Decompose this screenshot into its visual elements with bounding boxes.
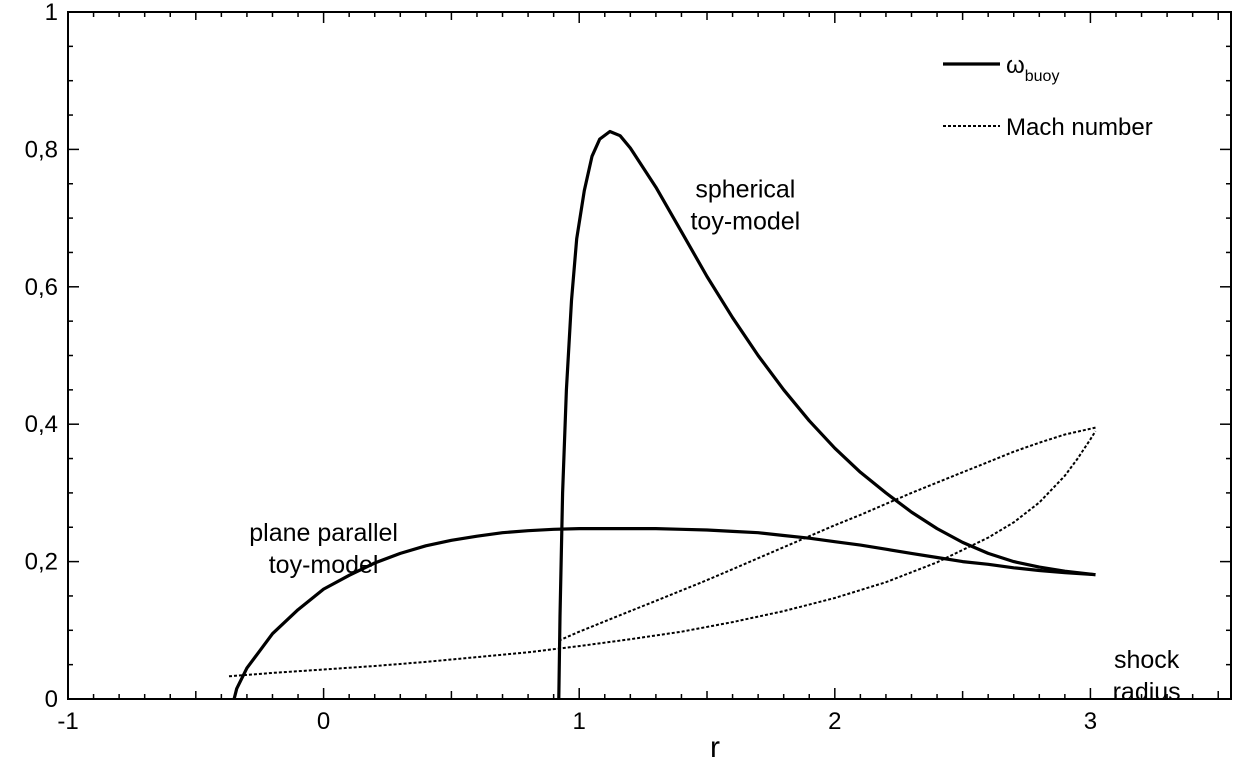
y-tick-label: 0,8 [25,136,58,163]
y-tick-label: 0 [45,686,58,713]
x-tick-label: 3 [1084,708,1097,735]
annotation-plane: plane parallel [249,519,398,547]
legend: ωbuoy Mach number [943,52,1153,141]
tick-labels: -1 0 1 2 300,20,40,60,81 [25,0,1097,735]
x-tick-label: 0 [317,708,330,735]
y-tick-label: 1 [45,0,58,26]
annotation-spherical: spherical [695,175,795,203]
annotation-spherical: toy-model [690,207,800,235]
tick-marks [67,11,1231,700]
legend-label-buoy: ωbuoy [1006,52,1059,85]
series-group [228,129,1097,700]
x-tick-label: -1 [57,708,78,735]
x-axis-title: r [710,731,720,763]
legend-label-mach: Mach number [1006,114,1153,141]
series-line-buoy-spherical [557,129,1096,700]
y-tick-label: 0,2 [25,549,58,576]
x-tick-label: 1 [573,708,586,735]
series-line-buoy-plane-parallel [232,527,1096,700]
y-tick-label: 0,4 [25,411,58,438]
y-tick-label: 0,6 [25,274,58,301]
annotations: spherical toy-model plane parallel toy-mode… [249,175,1180,706]
series-line-mach-plane-parallel [228,430,1097,678]
x-tick-label: 2 [828,708,841,735]
annotation-shock: shock [1114,646,1180,674]
series-line-mach-spherical [558,426,1096,642]
annotation-shock: radius [1113,678,1181,706]
annotation-plane: toy-model [269,551,379,579]
